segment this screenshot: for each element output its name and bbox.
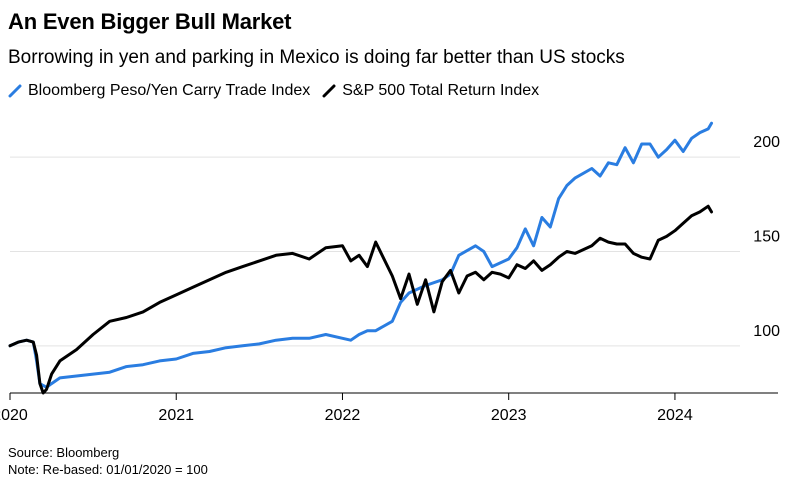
x-tick-label-2022: 2022 bbox=[325, 407, 361, 424]
legend: Bloomberg Peso/Yen Carry Trade Index S&P… bbox=[8, 82, 551, 100]
chart-title: An Even Bigger Bull Market bbox=[8, 9, 292, 34]
legend-label-carry-trade: Bloomberg Peso/Yen Carry Trade Index bbox=[28, 82, 311, 99]
x-tick-label-2023: 2023 bbox=[491, 407, 527, 424]
series-line-sp500 bbox=[8, 204, 713, 395]
legend-item-sp500: S&P 500 Total Return Index bbox=[322, 82, 539, 100]
y-tick-label-150: 150 bbox=[753, 229, 780, 246]
x-tick-label-2020: 2020 bbox=[0, 407, 28, 424]
legend-swatch-blue bbox=[8, 84, 22, 98]
y-tick-label-100: 100 bbox=[753, 323, 780, 340]
x-tick-label-2024: 2024 bbox=[657, 407, 693, 424]
legend-item-carry-trade: Bloomberg Peso/Yen Carry Trade Index bbox=[8, 82, 310, 100]
chart-subtitle: Borrowing in yen and parking in Mexico i… bbox=[8, 47, 625, 68]
series-line-carry-trade bbox=[8, 121, 713, 389]
source-note: Source: Bloomberg bbox=[8, 445, 120, 460]
y-tick-label-200: 200 bbox=[753, 134, 780, 151]
line-chart: 100 150 200 2020 2021 2022 2023 2024 bbox=[0, 121, 780, 424]
legend-label-sp500: S&P 500 Total Return Index bbox=[342, 82, 540, 99]
legend-swatch-black bbox=[322, 84, 336, 98]
x-tick-label-2021: 2021 bbox=[158, 407, 194, 424]
rebase-note: Note: Re-based: 01/01/2020 = 100 bbox=[8, 462, 208, 477]
